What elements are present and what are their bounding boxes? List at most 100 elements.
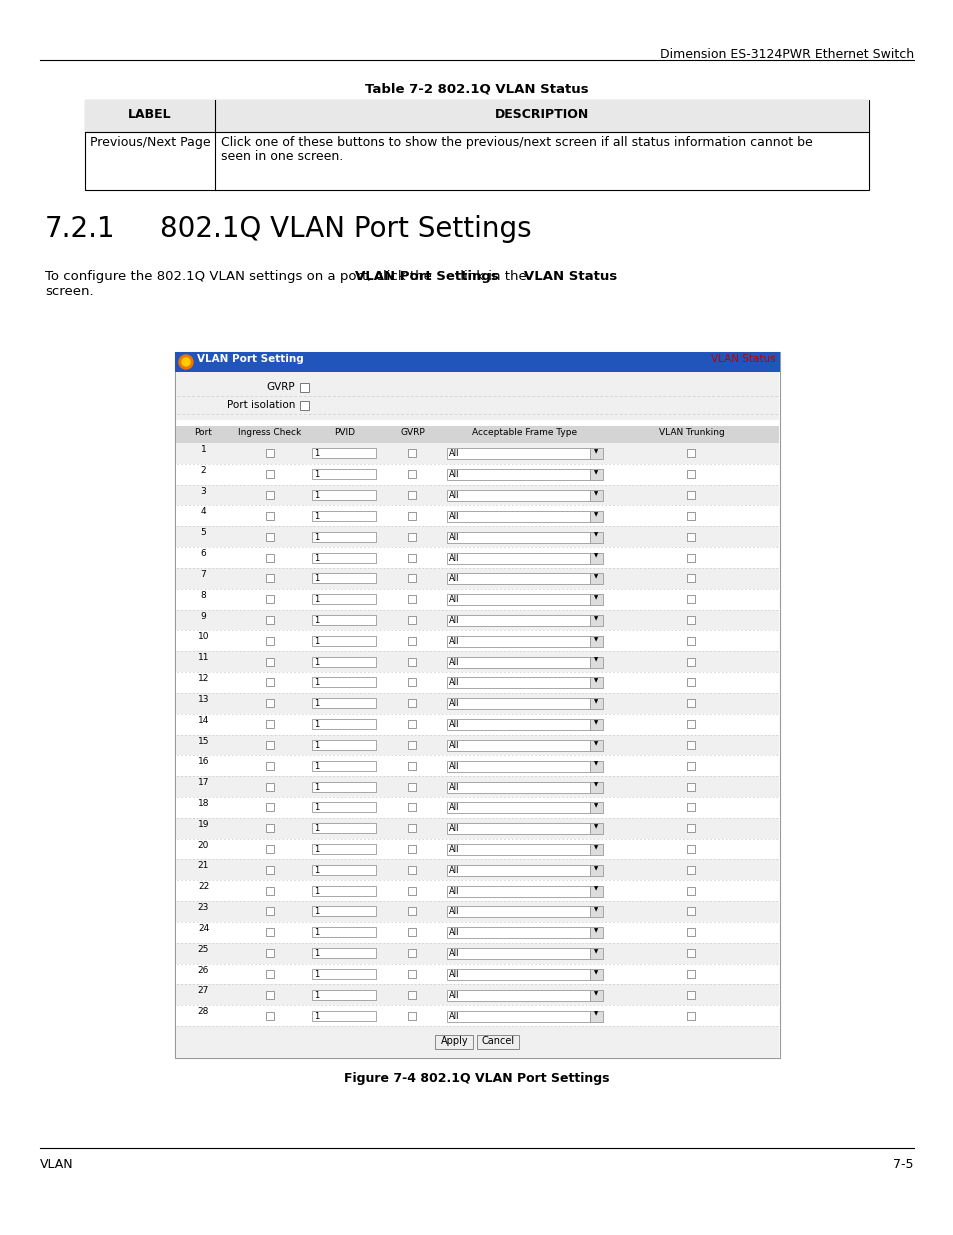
Bar [312,698,375,708]
Bar [408,637,416,645]
Bar [408,1011,416,1020]
Bar [435,1035,473,1049]
Text: 15: 15 [197,736,209,746]
Bar [174,352,780,1058]
Bar [408,678,416,687]
Bar [447,782,589,793]
Text: seen in one screen.: seen in one screen. [221,149,343,163]
Bar [589,761,602,772]
Bar [589,740,602,751]
Text: 18: 18 [197,799,209,808]
Bar [266,969,274,978]
Bar [175,902,779,921]
Text: ▼: ▼ [594,699,598,704]
Bar [408,595,416,603]
Bar [175,1005,779,1026]
Bar [266,532,274,541]
Bar [408,783,416,790]
Bar [266,657,274,666]
Bar [408,511,416,520]
Bar [589,532,602,542]
Text: 6: 6 [200,550,206,558]
Bar [589,698,602,709]
Bar [589,490,602,501]
Text: All: All [449,741,459,750]
Bar [266,824,274,832]
Bar [408,762,416,769]
Bar [408,866,416,874]
Bar [266,471,274,478]
Bar [175,372,779,420]
Bar [447,948,589,960]
Bar [408,950,416,957]
Text: All: All [449,595,459,604]
Text: VLAN Trunking: VLAN Trunking [658,429,723,437]
Bar [175,693,779,714]
Bar [687,450,695,457]
Bar [408,532,416,541]
Text: 1: 1 [314,637,319,646]
Bar [687,845,695,853]
Text: 21: 21 [197,862,209,871]
Text: Cancel: Cancel [481,1036,515,1046]
Text: Acceptable Frame Type: Acceptable Frame Type [472,429,577,437]
Text: Previous/Next Page: Previous/Next Page [90,136,211,149]
Bar [266,511,274,520]
Text: 1: 1 [314,990,319,1000]
Bar [408,908,416,915]
Bar [589,864,602,876]
Text: 12: 12 [197,674,209,683]
Bar [447,761,589,772]
Bar [408,450,416,457]
Bar [312,824,375,834]
Bar [589,469,602,480]
Bar [299,383,309,391]
Text: LABEL: LABEL [128,107,172,121]
Bar [312,927,375,937]
Bar [266,678,274,687]
Bar [175,464,779,484]
Bar [408,804,416,811]
Text: 5: 5 [200,529,206,537]
Text: 1: 1 [314,783,319,792]
Bar [687,950,695,957]
Bar [175,839,779,860]
Bar [175,426,779,443]
Bar [687,657,695,666]
Bar [447,989,589,1000]
Text: Table 7-2 802.1Q VLAN Status: Table 7-2 802.1Q VLAN Status [365,82,588,95]
Text: All: All [449,762,459,771]
Bar [447,698,589,709]
Bar [687,783,695,790]
Bar [687,678,695,687]
Bar [447,490,589,501]
Text: ▼: ▼ [594,950,598,955]
Bar [175,963,779,984]
Text: All: All [449,929,459,937]
Bar [266,492,274,499]
Bar [266,866,274,874]
Bar [589,927,602,939]
Bar [589,678,602,688]
Text: Dimension ES-3124PWR Ethernet Switch: Dimension ES-3124PWR Ethernet Switch [659,48,913,61]
Bar [266,720,274,729]
Bar [447,532,589,542]
Bar [687,720,695,729]
Bar [408,990,416,999]
Bar [447,469,589,480]
Text: 1: 1 [314,532,319,542]
Bar [589,1010,602,1021]
Bar [589,511,602,522]
Text: All: All [449,804,459,813]
Text: ▼: ▼ [594,595,598,600]
Text: 2: 2 [200,466,206,474]
Text: 28: 28 [197,1008,209,1016]
Text: Apply: Apply [440,1036,468,1046]
Text: 10: 10 [197,632,209,641]
Text: All: All [449,720,459,729]
Bar [447,969,589,979]
Bar [687,990,695,999]
Text: All: All [449,990,459,1000]
Text: ▼: ▼ [594,969,598,974]
Bar [687,574,695,583]
